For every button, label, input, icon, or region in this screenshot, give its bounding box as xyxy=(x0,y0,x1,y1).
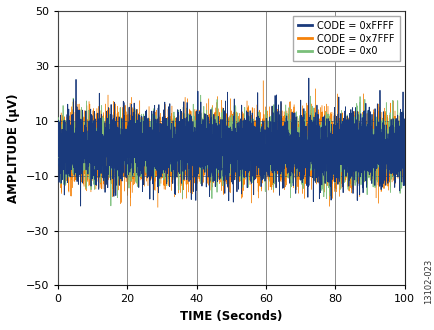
CODE = 0x0 xyxy=(306,146,312,149)
CODE = 0x0 xyxy=(201,156,206,160)
CODE = 0x0 xyxy=(373,132,378,136)
CODE = 0x0 xyxy=(401,143,406,147)
CODE = 0x7FFF xyxy=(378,129,384,133)
CODE = 0xFFFF xyxy=(401,140,406,144)
Line: CODE = 0xFFFF: CODE = 0xFFFF xyxy=(58,78,404,206)
CODE = 0x7FFF xyxy=(401,138,406,142)
CODE = 0x7FFF xyxy=(55,159,60,163)
Line: CODE = 0x7FFF: CODE = 0x7FFF xyxy=(58,81,404,208)
CODE = 0x7FFF xyxy=(155,206,160,210)
CODE = 0x7FFF xyxy=(264,109,270,113)
Legend: CODE = 0xFFFF, CODE = 0x7FFF, CODE = 0x0: CODE = 0xFFFF, CODE = 0x7FFF, CODE = 0x0 xyxy=(293,16,399,61)
CODE = 0x0 xyxy=(55,157,60,161)
CODE = 0x7FFF xyxy=(219,152,224,156)
CODE = 0xFFFF xyxy=(55,137,60,141)
CODE = 0xFFFF xyxy=(220,152,225,156)
Text: 13102-023: 13102-023 xyxy=(423,258,432,304)
Y-axis label: AMPLITUDE (μV): AMPLITUDE (μV) xyxy=(7,93,20,203)
CODE = 0xFFFF xyxy=(78,204,83,208)
CODE = 0xFFFF xyxy=(201,147,206,150)
Line: CODE = 0x0: CODE = 0x0 xyxy=(58,95,404,206)
CODE = 0x7FFF xyxy=(260,79,265,82)
CODE = 0x0 xyxy=(204,147,209,151)
CODE = 0x7FFF xyxy=(303,148,308,151)
X-axis label: TIME (Seconds): TIME (Seconds) xyxy=(180,310,282,323)
CODE = 0xFFFF xyxy=(373,148,378,152)
CODE = 0xFFFF xyxy=(306,166,312,170)
CODE = 0x0 xyxy=(220,157,225,161)
CODE = 0x7FFF xyxy=(277,179,283,182)
CODE = 0x7FFF xyxy=(141,149,147,153)
CODE = 0xFFFF xyxy=(306,76,311,80)
CODE = 0x0 xyxy=(108,204,113,208)
CODE = 0xFFFF xyxy=(203,131,208,135)
CODE = 0x0 xyxy=(197,93,203,97)
CODE = 0x0 xyxy=(391,125,396,129)
CODE = 0xFFFF xyxy=(391,174,396,178)
